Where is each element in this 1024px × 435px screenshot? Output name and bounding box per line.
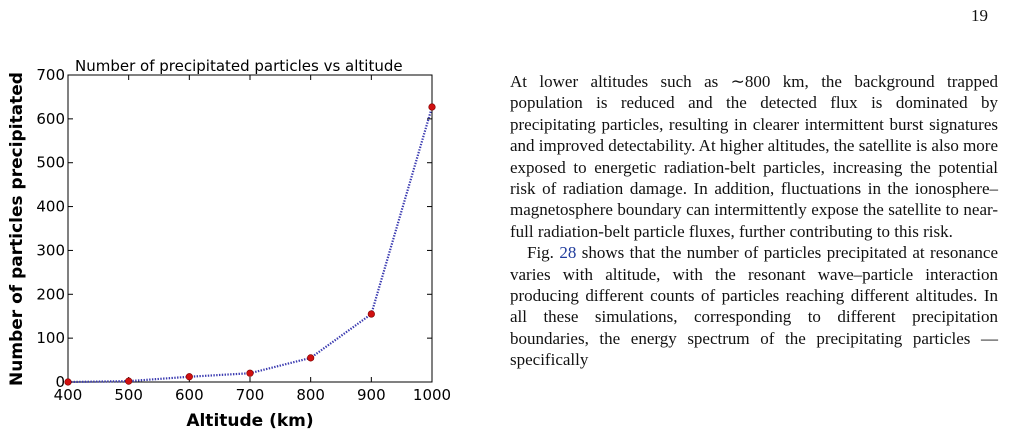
data-point [125,377,133,385]
altitude-chart-figure: Number of precipitated particles vs alti… [0,0,470,435]
plot-frame [67,74,433,383]
page-number: 19 [971,6,988,25]
data-point [185,373,193,381]
axis-ticks: 400 500 600 700 800 900 1000 0 100 200 300 400 500 60… [36,66,451,404]
y-tick-label: 600 [36,110,65,128]
figure-reference-link[interactable]: 28 [559,243,577,263]
line-chart: Number of precipitated particles vs alti… [7,57,451,431]
series-layer [64,103,436,386]
y-tick-label: 200 [36,285,65,303]
y-tick-label: 100 [36,329,65,347]
data-point [367,310,375,318]
chart-title: Number of precipitated particles vs alti… [75,57,403,75]
x-tick-label: 900 [357,386,386,404]
y-tick-label: 400 [36,198,65,216]
x-tick-label: 700 [236,386,265,404]
paragraph-2-rest: shows that the number of particles preci… [510,243,998,370]
x-tick-label: 400 [54,386,83,404]
y-tick-label: 300 [36,241,65,259]
x-axis-label: Altitude (km) [186,411,313,431]
paragraph-2: Fig. 28 shows that the number of particl… [510,242,998,370]
x-tick-label: 600 [175,386,204,404]
y-tick-label: 500 [36,154,65,172]
paragraph-2-start: Fig. [527,243,560,263]
body-text: At lower altitudes such as ∼800 km, the … [510,71,998,371]
data-point [428,103,436,111]
y-axis-label: Number of particles precipitated [7,72,27,386]
x-tick-label: 1000 [413,386,451,404]
data-point [246,369,254,377]
paragraph-1: At lower altitudes such as ∼800 km, the … [510,72,998,241]
y-tick-label: 700 [36,66,65,84]
data-point [307,354,315,362]
series-line [67,106,434,384]
y-tick-label: 0 [55,373,65,391]
data-point [64,378,72,386]
x-tick-label: 800 [296,386,325,404]
x-tick-label: 500 [114,386,143,404]
